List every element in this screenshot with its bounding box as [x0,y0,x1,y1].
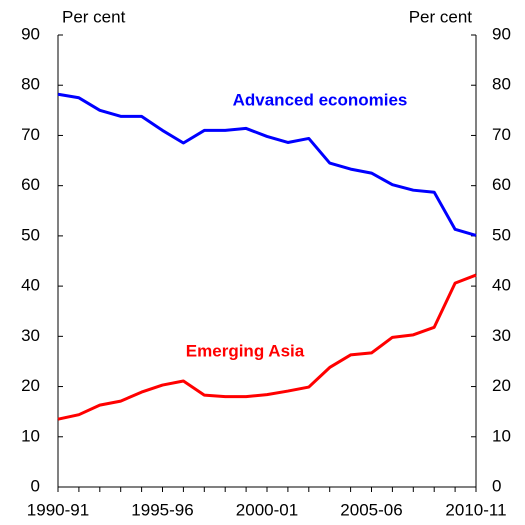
y-tick-label: 90 [21,24,40,43]
y2-tick-label: 0 [492,476,501,495]
y-tick-label: 30 [21,326,40,345]
y-tick-label: 0 [31,476,40,495]
y-tick-label: 80 [21,75,40,94]
series-label: Emerging Asia [186,341,305,360]
series-label: Advanced economies [233,90,408,109]
series-line [57,92,477,237]
y2-axis-label: Per cent [409,7,473,26]
y-tick-label: 50 [21,225,40,244]
y2-tick-label: 40 [492,276,511,295]
y2-tick-label: 80 [492,75,511,94]
x-tick-label: 2000-01 [236,500,298,519]
y-tick-label: 70 [21,125,40,144]
y-tick-label: 10 [21,426,40,445]
y2-tick-label: 50 [492,225,511,244]
y-axis-label: Per cent [62,7,126,26]
y2-tick-label: 90 [492,24,511,43]
y2-tick-label: 10 [492,426,511,445]
x-tick-label: 1990-91 [27,500,89,519]
y-tick-label: 40 [21,276,40,295]
y2-tick-label: 30 [492,326,511,345]
y-tick-label: 60 [21,175,40,194]
y-tick-label: 20 [21,376,40,395]
y2-tick-label: 70 [492,125,511,144]
x-tick-label: 2005-06 [340,500,402,519]
x-tick-label: 2010-11 [445,500,506,519]
y2-tick-label: 60 [492,175,511,194]
x-tick-label: 1995-96 [131,500,193,519]
series-line [57,273,477,421]
y2-tick-label: 20 [492,376,511,395]
